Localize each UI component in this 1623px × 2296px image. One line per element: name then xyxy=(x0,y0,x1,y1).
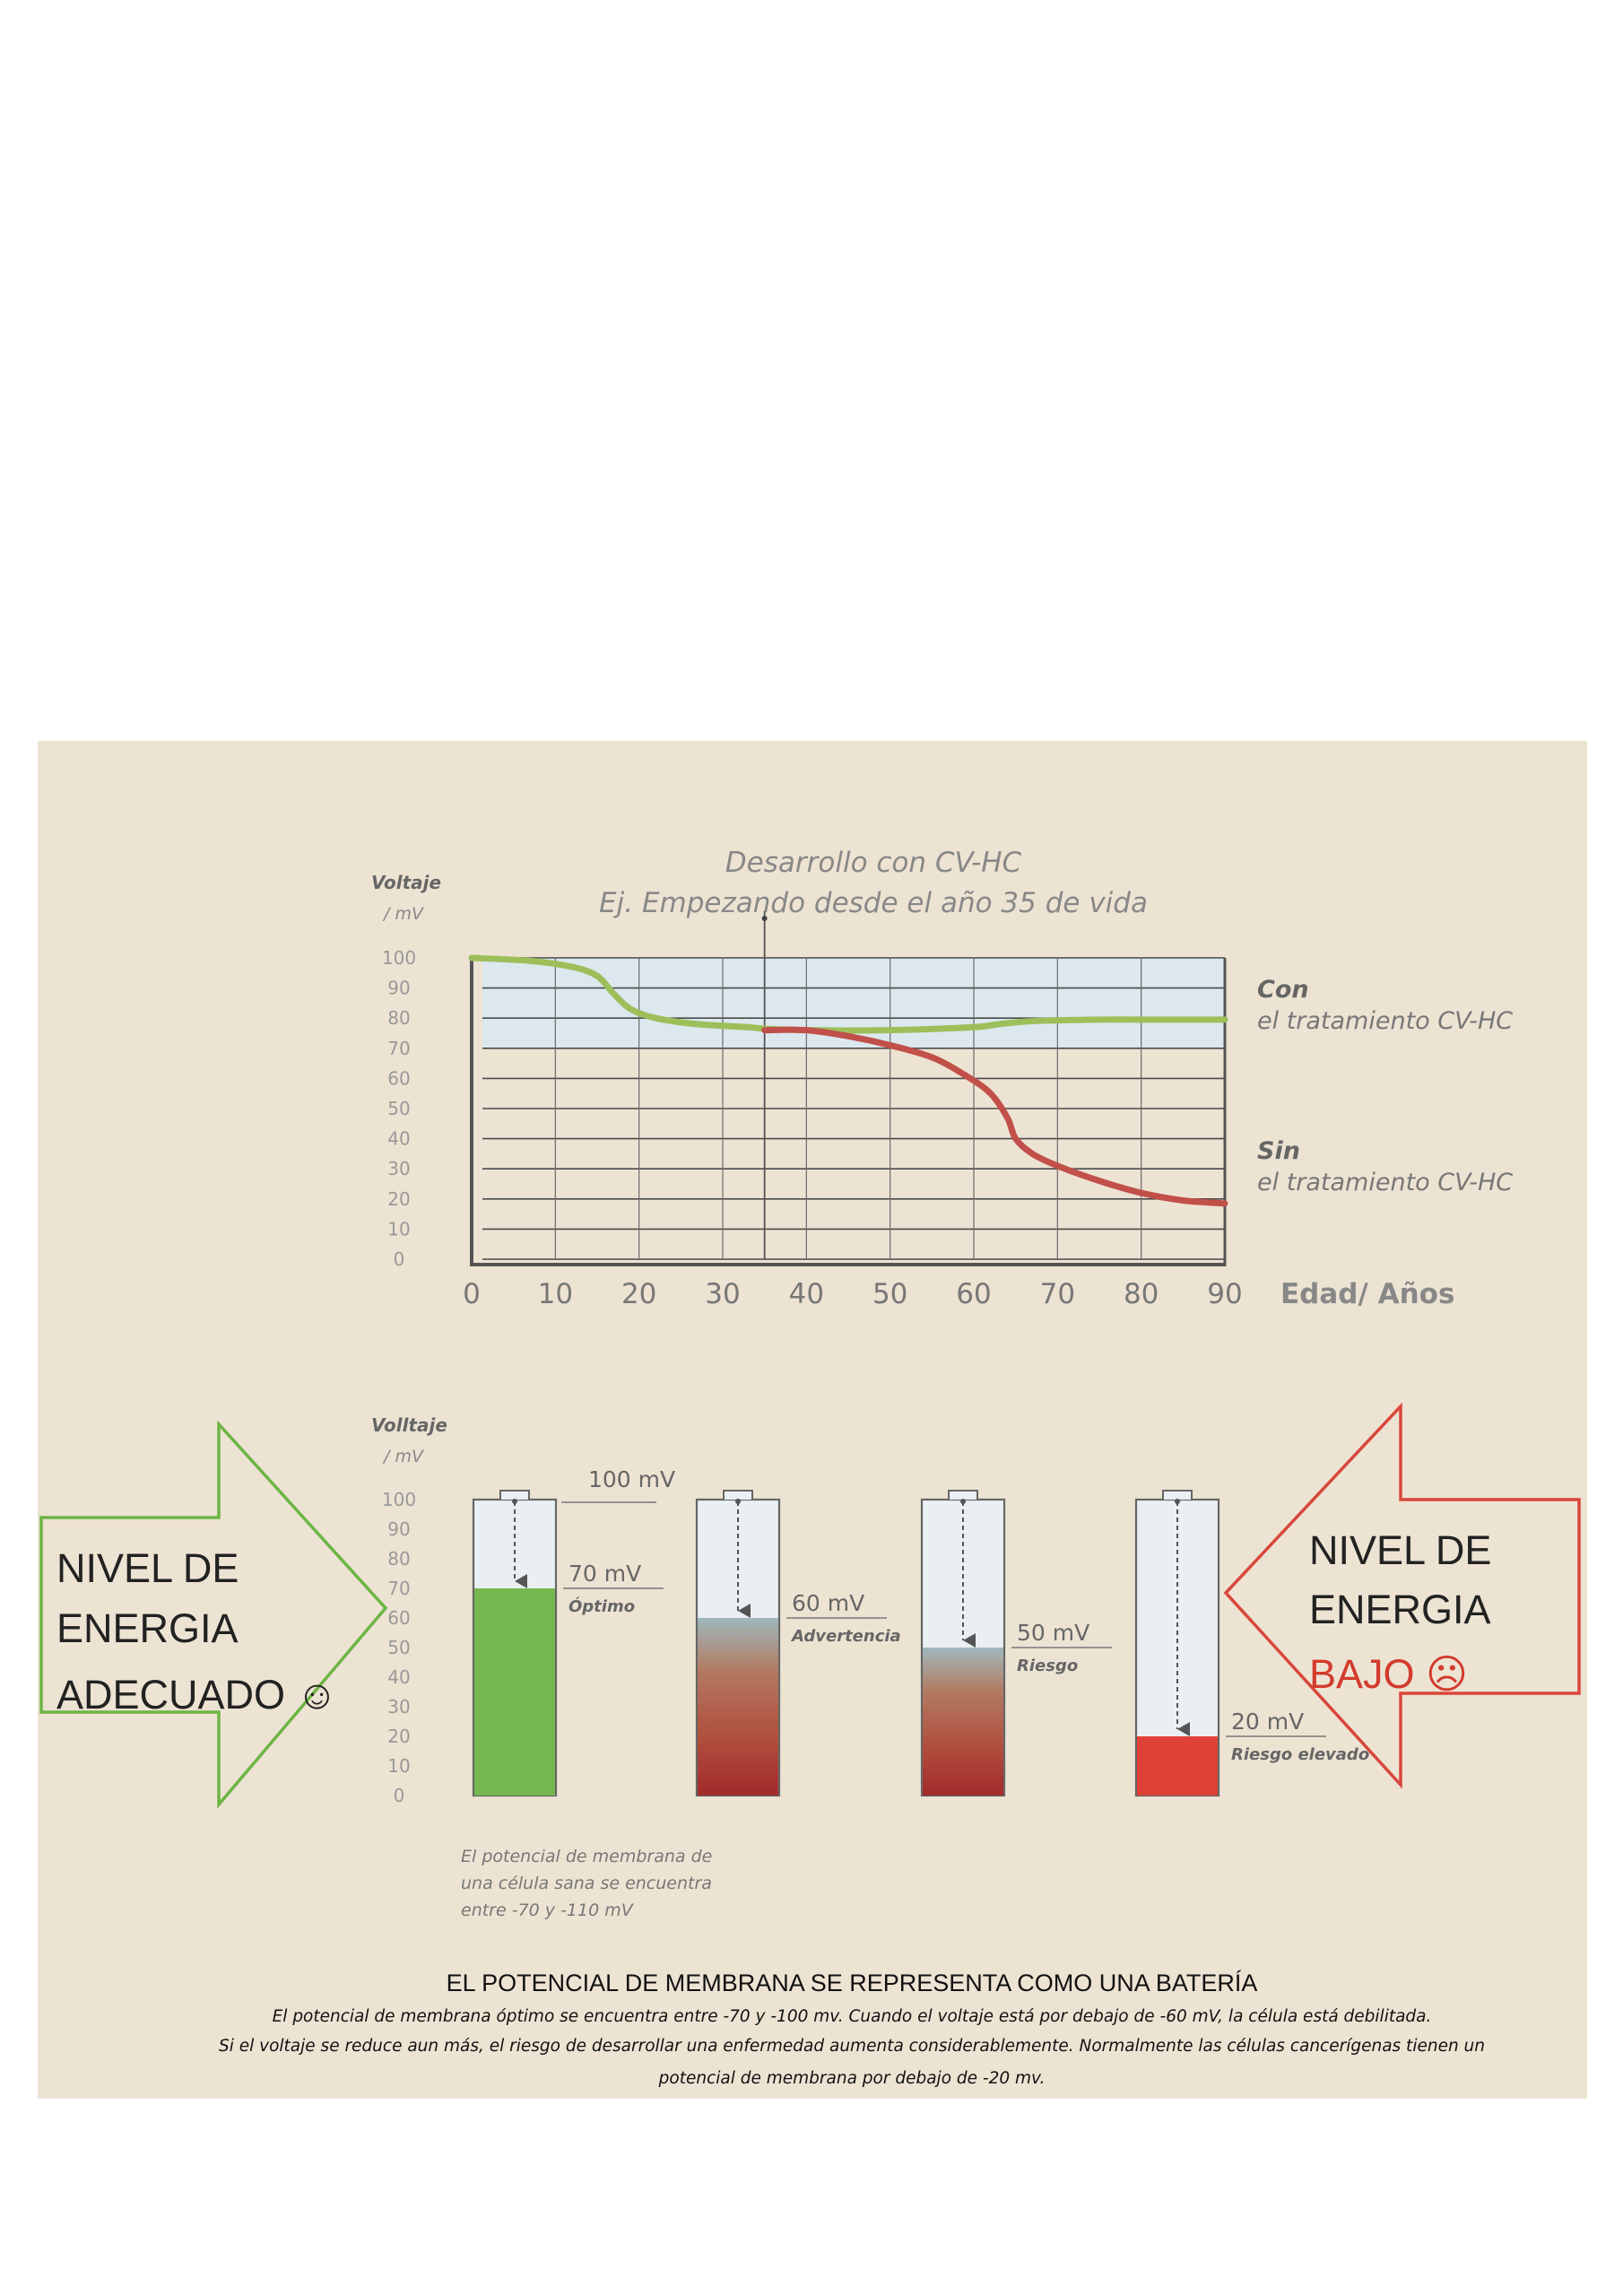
chart-title: Desarrollo con CV-HC xyxy=(725,847,1022,879)
y-tick-label: 0 xyxy=(394,1248,405,1270)
right-arrow-low-label: BAJO ☹ xyxy=(1309,1651,1468,1697)
left-arrow-line-2: ENERGIA xyxy=(56,1605,239,1651)
battery-y-tick-label: 60 xyxy=(387,1607,410,1629)
battery-y-tick-label: 70 xyxy=(387,1578,410,1599)
footer-line-2: Si el voltaje se reduce aun más, el ries… xyxy=(219,2037,1485,2056)
series-line-sin xyxy=(761,1026,1228,1207)
x-tick-label: 0 xyxy=(463,1278,481,1310)
y-tick-label: 80 xyxy=(387,1007,410,1029)
y-tick-label: 60 xyxy=(387,1067,410,1089)
battery-value-label: 50 mV xyxy=(1017,1620,1089,1646)
battery-y-tick-label: 10 xyxy=(387,1755,410,1777)
y-tick-label: 40 xyxy=(387,1128,410,1150)
battery-y-axis-title: Volltaje xyxy=(371,1414,447,1436)
right-energy-arrow: NIVEL DE ENERGIA BAJO ☹ xyxy=(1223,1402,1581,1789)
battery-y-axis-unit: / mV xyxy=(382,1447,425,1466)
infographic-svg: Desarrollo con CV-HC Ej. Empezando desde… xyxy=(39,847,1581,2088)
battery-fill xyxy=(1137,1736,1218,1796)
battery-y-tick-label: 40 xyxy=(387,1666,410,1688)
battery-status-label: Advertencia xyxy=(790,1627,901,1646)
x-axis-title: Edad/ Años xyxy=(1280,1278,1454,1310)
y-axis-unit: / mV xyxy=(382,904,425,924)
right-arrow-line-1: NIVEL DE xyxy=(1309,1527,1491,1573)
x-tick-label: 70 xyxy=(1040,1278,1075,1310)
battery-terminal xyxy=(1162,1490,1193,1500)
battery-note-line-1: El potencial de membrana de xyxy=(461,1847,712,1866)
x-tick-label: 30 xyxy=(705,1278,740,1310)
x-tick-label: 20 xyxy=(621,1278,656,1310)
y-tick-label: 90 xyxy=(387,978,410,999)
battery-drop-origin xyxy=(735,1499,741,1504)
battery-2: 60 mV Advertencia xyxy=(695,1490,901,1797)
y-tick-label: 10 xyxy=(387,1218,410,1239)
left-arrow-line-3: ADECUADO ☺ xyxy=(56,1672,337,1718)
battery-3: 50 mV Riesgo xyxy=(920,1490,1112,1797)
right-arrow-line-2: ENERGIA xyxy=(1309,1587,1491,1632)
battery-terminal xyxy=(723,1490,753,1500)
battery-drop-origin xyxy=(1175,1499,1180,1504)
battery-fill xyxy=(474,1588,555,1796)
battery-4: 20 mV Riesgo elevado xyxy=(1134,1490,1369,1797)
battery-value-label: 60 mV xyxy=(792,1590,864,1616)
legend-series-con-name: Con xyxy=(1257,976,1309,1004)
legend-series-con-label: el tratamiento CV-HC xyxy=(1257,1007,1513,1035)
battery-terminal xyxy=(948,1490,978,1500)
right-arrow-shape xyxy=(39,1420,388,1809)
legend-series-sin-name: Sin xyxy=(1257,1137,1300,1165)
infographic-panel: Desarrollo con CV-HC Ej. Empezando desde… xyxy=(38,741,1587,2099)
y-tick-label: 70 xyxy=(387,1038,410,1059)
battery-y-tick-label: 50 xyxy=(387,1637,410,1658)
battery-max-label: 100 mV xyxy=(588,1466,675,1492)
battery-1: 70 mV Óptimo xyxy=(472,1490,664,1797)
x-tick-label: 80 xyxy=(1124,1278,1159,1310)
y-tick-label: 20 xyxy=(387,1188,410,1210)
battery-status-label: Riesgo xyxy=(1017,1657,1078,1675)
x-tick-label: 90 xyxy=(1207,1278,1242,1310)
y-tick-label: 100 xyxy=(382,947,416,969)
x-tick-label: 60 xyxy=(956,1278,991,1310)
battery-y-tick-label: 30 xyxy=(387,1696,410,1718)
battery-status-label: Riesgo elevado xyxy=(1231,1745,1369,1764)
chart-grid xyxy=(470,911,1227,1266)
y-axis-title: Voltaje xyxy=(371,872,441,893)
footer: EL POTENCIAL DE MEMBRANA SE REPRESENTA C… xyxy=(219,1970,1485,2088)
battery-note-line-2: una célula sana se encuentra xyxy=(461,1874,712,1893)
x-tick-labels: 0 10 20 30 40 50 60 70 80 90 xyxy=(463,1278,1243,1310)
battery-drop-origin xyxy=(960,1499,966,1504)
line-chart: Desarrollo con CV-HC Ej. Empezando desde… xyxy=(371,847,1513,1310)
battery-y-tick-label: 80 xyxy=(387,1548,410,1570)
battery-y-tick-label: 0 xyxy=(394,1785,405,1806)
footer-line-1: El potencial de membrana óptimo se encue… xyxy=(273,2007,1432,2026)
battery-terminal xyxy=(499,1490,530,1500)
x-tick-label: 10 xyxy=(538,1278,573,1310)
chart-subtitle: Ej. Empezando desde el año 35 de vida xyxy=(599,887,1148,919)
x-tick-label: 40 xyxy=(789,1278,824,1310)
battery-fill xyxy=(698,1618,778,1796)
footer-line-3: potencial de membrana por debajo de -20 … xyxy=(658,2069,1046,2088)
left-arrow-shape xyxy=(1223,1402,1581,1789)
legend-series-sin-label: el tratamiento CV-HC xyxy=(1257,1169,1513,1196)
left-energy-arrow: NIVEL DE ENERGIA ADECUADO ☺ xyxy=(39,1420,388,1809)
battery-value-label: 70 mV xyxy=(568,1561,641,1587)
battery-y-tick-label: 90 xyxy=(387,1518,410,1540)
battery-y-tick-label: 100 xyxy=(382,1489,416,1510)
y-tick-label: 50 xyxy=(387,1098,410,1119)
x-tick-label: 50 xyxy=(872,1278,907,1310)
battery-value-label: 20 mV xyxy=(1231,1709,1304,1735)
battery-fill xyxy=(923,1648,1003,1796)
battery-status-label: Óptimo xyxy=(568,1596,635,1616)
battery-note-line-3: entre -70 y -110 mV xyxy=(461,1900,635,1920)
series-line-con xyxy=(468,954,1228,1034)
start-marker-dot xyxy=(761,916,768,921)
battery-bars: 70 mV Óptimo 60 mV Advertencia 50 mV Riesgo 20… xyxy=(472,1490,1369,1797)
battery-drop-origin xyxy=(512,1499,517,1504)
y-tick-label: 30 xyxy=(387,1158,410,1179)
chart-series xyxy=(468,954,1228,1207)
battery-y-tick-label: 20 xyxy=(387,1726,410,1747)
footer-title: EL POTENCIAL DE MEMBRANA SE REPRESENTA C… xyxy=(447,1970,1258,1996)
left-arrow-line-1: NIVEL DE xyxy=(56,1545,239,1591)
